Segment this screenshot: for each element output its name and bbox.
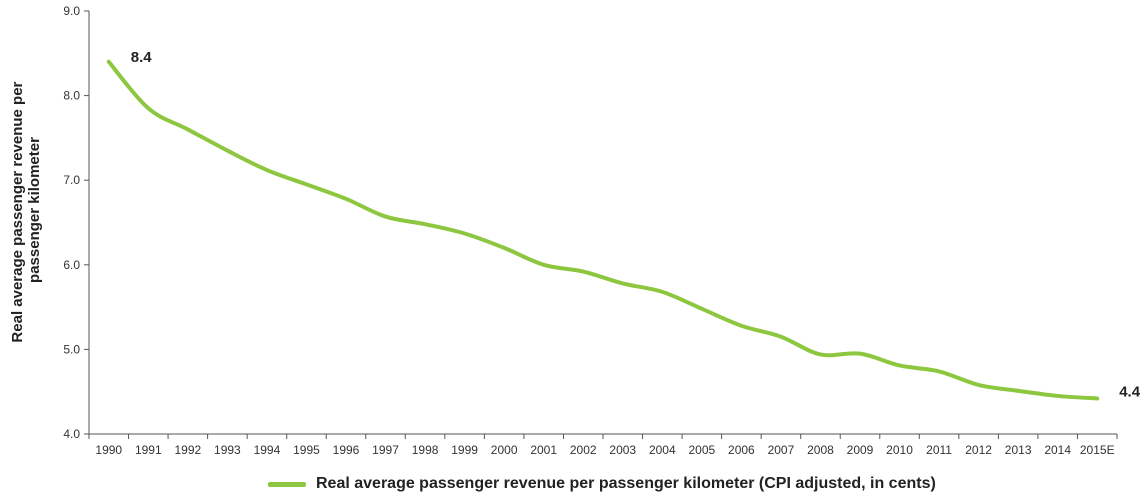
- x-tick-label: 1992: [174, 443, 201, 457]
- x-tick-label: 1994: [254, 443, 281, 457]
- y-tick-label: 4.0: [63, 427, 80, 441]
- x-tick-label: 2008: [807, 443, 834, 457]
- y-axis-ticks: 4.0 5.0 6.0 7.0 8.0 9.0: [63, 4, 89, 441]
- x-tick-label: 2012: [965, 443, 992, 457]
- x-tick-label: 2003: [609, 443, 636, 457]
- x-tick-label: 2005: [688, 443, 715, 457]
- y-axis-label: Real average passenger revenue per passe…: [9, 77, 43, 342]
- y-axis-label-line-2: passenger kilometer: [26, 137, 43, 283]
- x-tick-label: 2015E: [1080, 443, 1115, 457]
- data-labels: 8.4 4.4: [131, 49, 1141, 401]
- x-tick-label: 2013: [1005, 443, 1032, 457]
- x-tick-label: 1990: [95, 443, 122, 457]
- y-axis-label-line-1: Real average passenger revenue per: [9, 81, 26, 342]
- x-tick-label: 1998: [412, 443, 439, 457]
- x-axis-ticks: 1990 1991 1992 1993 1994 1995 1996 1997 1998 1999…: [88, 434, 1118, 457]
- x-tick-label: 1995: [293, 443, 320, 457]
- x-tick-label: 1999: [451, 443, 478, 457]
- x-tick-label: 2006: [728, 443, 755, 457]
- x-tick-label: 2010: [886, 443, 913, 457]
- legend: Real average passenger revenue per passe…: [268, 474, 936, 494]
- y-tick-label: 5.0: [63, 342, 80, 356]
- x-tick-label: 2009: [847, 443, 874, 457]
- x-tick-label: 2004: [649, 443, 676, 457]
- y-tick-label: 6.0: [63, 258, 80, 272]
- data-label: 8.4: [131, 49, 153, 66]
- x-tick-label: 2001: [530, 443, 557, 457]
- legend-label: Real average passenger revenue per passe…: [316, 475, 936, 492]
- x-tick-label: 2014: [1044, 443, 1071, 457]
- y-tick-label: 8.0: [63, 89, 80, 103]
- x-tick-label: 2000: [491, 443, 518, 457]
- legend-swatch: [268, 481, 306, 487]
- x-tick-label: 2011: [926, 443, 952, 457]
- x-tick-label: 2007: [768, 443, 795, 457]
- series-line: [106, 59, 1100, 401]
- x-tick-label: 1993: [214, 443, 241, 457]
- y-tick-label: 7.0: [63, 173, 80, 187]
- x-tick-label: 1991: [135, 443, 162, 457]
- data-label: 4.4: [1119, 383, 1141, 400]
- y-tick-label: 9.0: [63, 4, 80, 18]
- x-tick-label: 1997: [372, 443, 399, 457]
- axes: [88, 11, 1117, 435]
- x-tick-label: 2002: [570, 443, 597, 457]
- series-group: [106, 59, 1100, 401]
- x-tick-label: 1996: [333, 443, 360, 457]
